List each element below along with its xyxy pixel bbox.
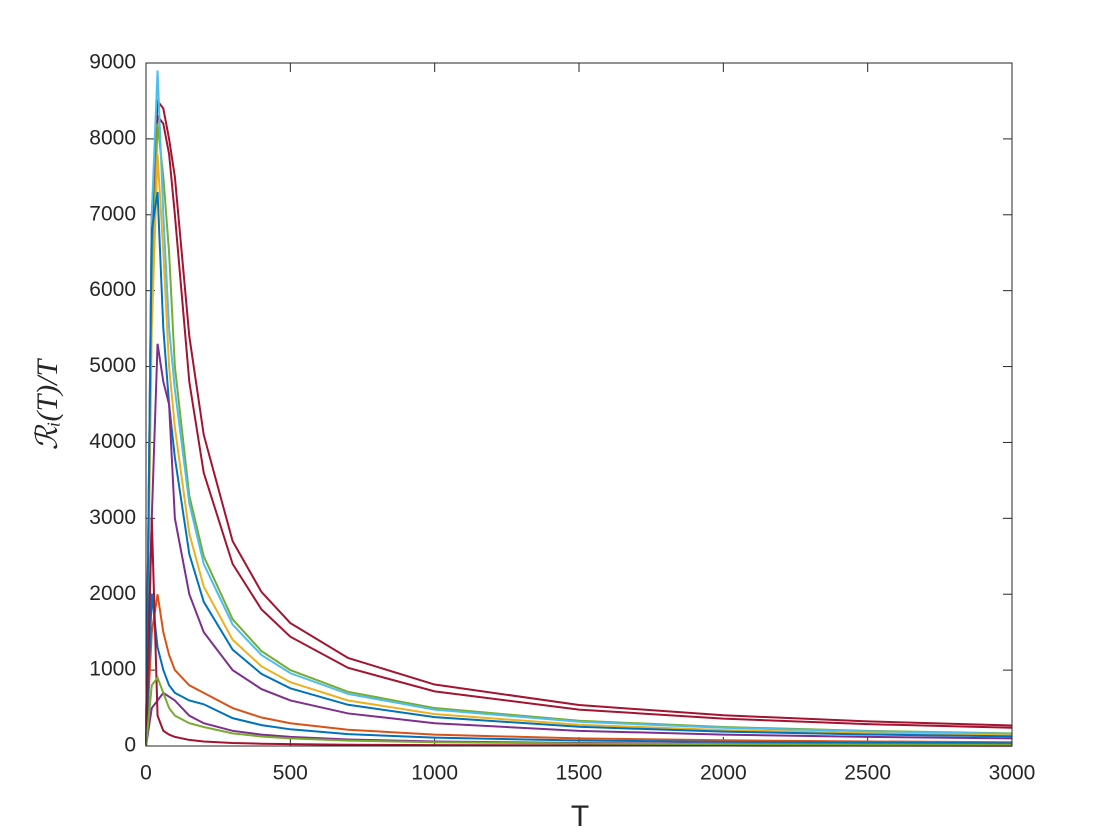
- series-line: [145, 594, 1013, 747]
- y-tick-label: 6000: [89, 278, 136, 301]
- y-axis-label: ℛᵢ(T)/T: [31, 358, 64, 451]
- series-line: [145, 154, 1013, 747]
- series-line: [145, 518, 1013, 747]
- x-tick-label: 0: [140, 762, 152, 785]
- series-line: [145, 191, 1013, 747]
- series-line: [145, 98, 1013, 747]
- series-line: [145, 113, 1013, 747]
- y-tick-label: 1000: [89, 658, 136, 681]
- x-tick-label: 1000: [411, 762, 458, 785]
- x-tick-label: 2500: [844, 762, 891, 785]
- y-tick-label: 8000: [89, 126, 136, 149]
- y-tick-label: 4000: [89, 430, 136, 453]
- y-tick-label: 2000: [89, 582, 136, 605]
- x-tick-label: 500: [273, 762, 308, 785]
- y-tick-label: 7000: [89, 202, 136, 225]
- y-tick-label: 3000: [89, 506, 136, 529]
- series-line: [145, 70, 1013, 747]
- plot-frame: [145, 62, 1013, 747]
- x-tick-label: 3000: [989, 762, 1036, 785]
- series-line: [145, 675, 1013, 747]
- series-line: [145, 123, 1013, 747]
- x-tick-label: 2000: [700, 762, 747, 785]
- y-tick-label: 9000: [89, 51, 136, 74]
- x-tick-label: 1500: [556, 762, 603, 785]
- y-tick-label: 0: [124, 734, 136, 757]
- series-line: [145, 594, 1013, 747]
- y-tick-label: 5000: [89, 354, 136, 377]
- x-axis-label: T: [571, 800, 589, 833]
- series-line: [145, 343, 1013, 747]
